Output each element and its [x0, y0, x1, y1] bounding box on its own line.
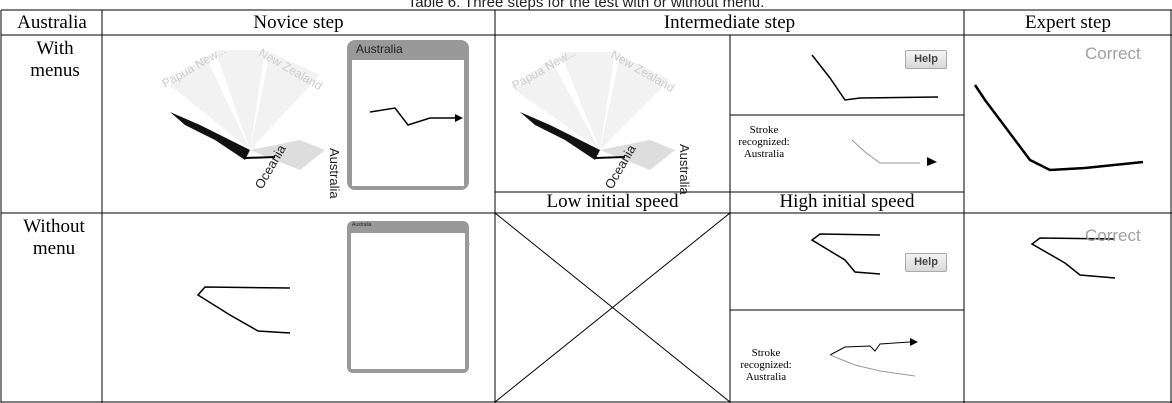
header-cell: Intermediate step: [663, 12, 796, 33]
subheader-cell: Low initial speed: [546, 191, 679, 212]
header-cell: Expert step: [1024, 12, 1111, 33]
strokes: [196, 54, 1144, 377]
header-cell: Australia: [17, 12, 87, 33]
header-cell: Novice step: [253, 12, 344, 33]
row-label: Without menu: [23, 216, 85, 259]
menu-item: Australia: [327, 148, 342, 199]
recognition-text: Stroke recognized: Australia: [738, 124, 790, 160]
app-window: [347, 221, 469, 373]
pie-menu: Papua New... New Zealand Oceania Austral…: [160, 43, 343, 200]
window-title: Australia: [352, 222, 372, 228]
recognition-text: Stroke recognized: Australia: [740, 347, 792, 383]
feedback-text: Correct: [1085, 226, 1141, 245]
pie-menu: Papua New... New Zealand Oceania Austral…: [510, 45, 693, 196]
window-title: Australia: [356, 42, 403, 56]
table-grid: [0, 9, 1172, 403]
menu-item: Australia: [677, 144, 692, 195]
row-label: With menus: [30, 38, 80, 81]
feedback-text: Correct: [1085, 44, 1141, 63]
app-window: [347, 40, 469, 190]
help-button[interactable]: Help: [905, 253, 947, 272]
table-caption: Table 6. Three steps for the test with o…: [407, 0, 765, 11]
arrowheads: [460, 157, 937, 346]
help-button[interactable]: Help: [905, 50, 947, 69]
subheader-cell: High initial speed: [779, 191, 915, 212]
